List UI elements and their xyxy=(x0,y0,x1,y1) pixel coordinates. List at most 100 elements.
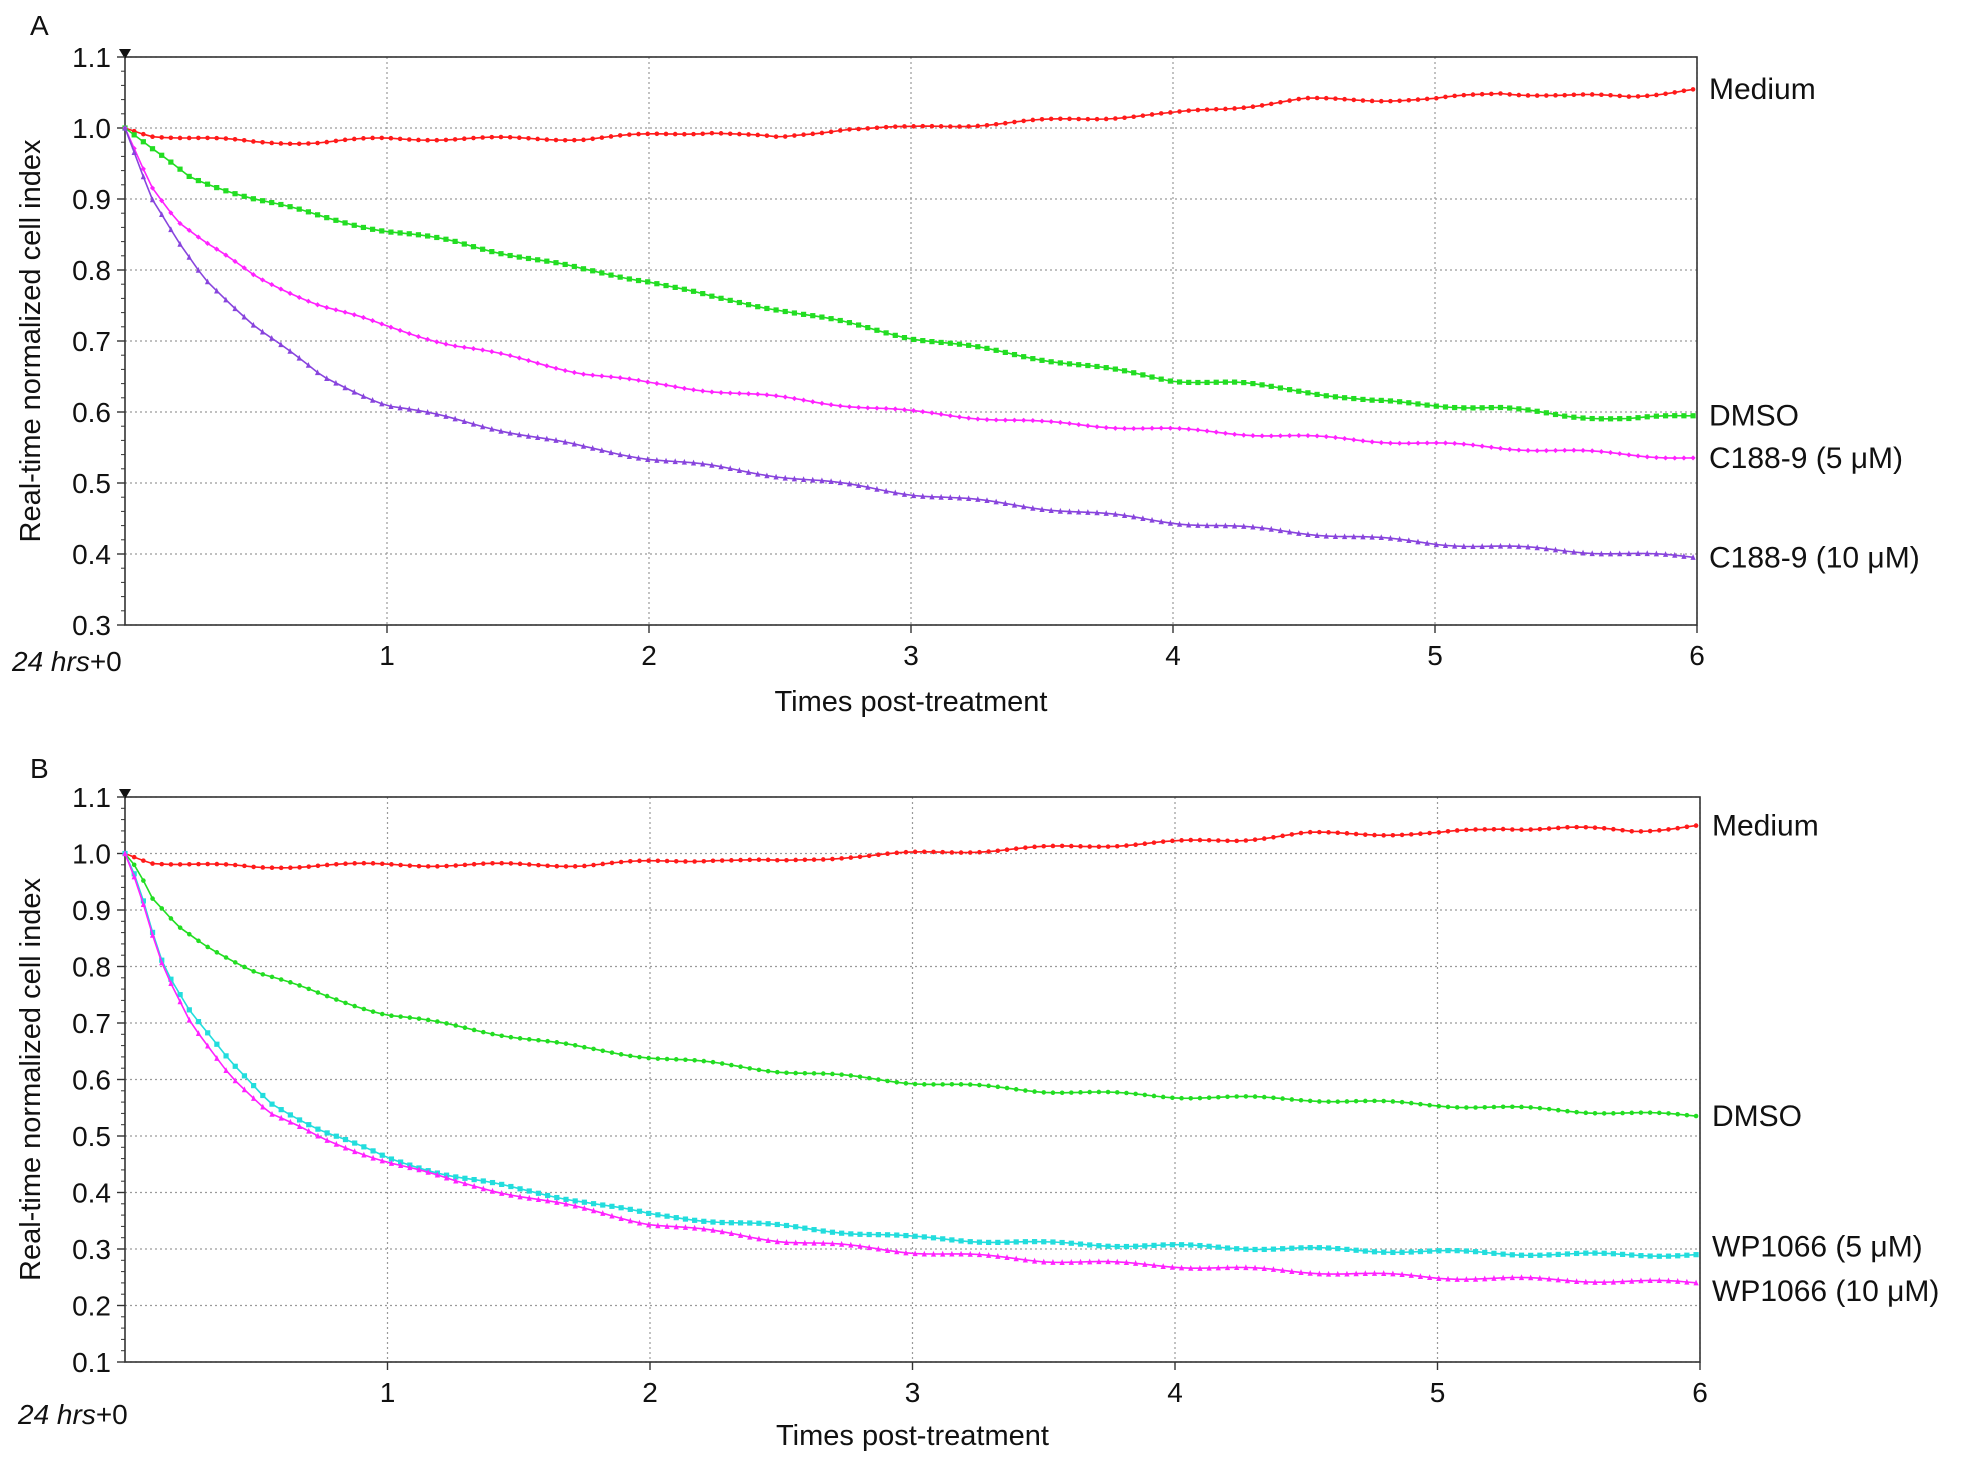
data-point xyxy=(223,1053,229,1059)
series-line xyxy=(124,127,1694,559)
series-label: DMSO xyxy=(1712,1100,1802,1133)
data-point xyxy=(168,976,174,982)
data-point xyxy=(1151,1242,1157,1248)
data-point xyxy=(1498,91,1503,96)
data-point xyxy=(802,1225,808,1231)
data-point xyxy=(830,856,835,862)
data-point xyxy=(370,135,375,141)
data-point xyxy=(1059,1239,1065,1246)
data-point xyxy=(600,1048,606,1054)
data-point xyxy=(1103,510,1109,516)
series-dmso xyxy=(122,851,1699,1119)
data-point xyxy=(443,1174,450,1181)
data-point xyxy=(636,1219,643,1226)
data-point xyxy=(1406,440,1412,446)
data-point xyxy=(1344,1270,1350,1277)
data-point xyxy=(1087,1242,1093,1248)
data-point xyxy=(1690,413,1696,419)
data-point xyxy=(663,457,669,464)
data-point xyxy=(1085,423,1091,429)
data-point xyxy=(1583,824,1589,830)
data-point xyxy=(1546,826,1552,831)
data-point xyxy=(1243,1246,1249,1252)
data-point xyxy=(1638,1277,1644,1284)
data-point xyxy=(379,321,385,327)
data-point xyxy=(1131,513,1137,520)
data-point xyxy=(296,1117,303,1123)
data-point xyxy=(728,1220,734,1226)
data-point xyxy=(544,137,550,142)
data-point xyxy=(1305,95,1311,101)
data-point xyxy=(1002,349,1008,356)
data-point xyxy=(314,212,321,218)
data-point xyxy=(1188,837,1194,843)
data-point xyxy=(251,864,256,870)
data-point xyxy=(186,135,192,141)
data-point xyxy=(333,217,339,223)
data-point xyxy=(1123,1243,1130,1250)
data-point xyxy=(1077,1241,1084,1247)
data-point xyxy=(1176,425,1183,432)
data-point xyxy=(305,361,311,368)
data-point xyxy=(1537,1275,1543,1281)
data-point xyxy=(1552,411,1559,418)
data-point xyxy=(351,136,357,142)
data-point xyxy=(444,1021,449,1026)
y-axis-label: Real-time normalized cell index xyxy=(15,878,47,1281)
data-point xyxy=(1635,453,1641,459)
data-point xyxy=(1213,379,1219,385)
data-point xyxy=(1518,1274,1525,1281)
data-point xyxy=(1387,398,1394,404)
data-point xyxy=(1553,93,1558,98)
data-point xyxy=(885,851,890,856)
data-point xyxy=(241,1086,248,1093)
data-point xyxy=(1463,1276,1469,1282)
data-point xyxy=(1552,546,1559,553)
data-point xyxy=(745,391,752,397)
data-point xyxy=(829,1240,836,1247)
data-point xyxy=(168,862,174,867)
data-point xyxy=(1482,1275,1488,1282)
data-point xyxy=(1151,1093,1157,1099)
data-point xyxy=(186,1007,192,1013)
data-point xyxy=(1066,508,1073,515)
data-point xyxy=(471,135,476,141)
data-point xyxy=(260,1103,266,1110)
data-point xyxy=(425,1017,431,1023)
data-point xyxy=(1142,1092,1148,1098)
x-tick-label: 6 xyxy=(1689,640,1705,671)
y-tick-label: 0.2 xyxy=(72,1291,111,1322)
data-point xyxy=(1195,379,1201,386)
data-point xyxy=(1261,836,1267,841)
data-point xyxy=(1307,829,1313,835)
data-point xyxy=(187,931,192,937)
data-point xyxy=(692,1217,698,1223)
data-point xyxy=(1351,437,1357,443)
data-point xyxy=(1342,395,1348,401)
data-point xyxy=(967,1082,973,1087)
data-point xyxy=(764,392,770,398)
data-point xyxy=(901,407,908,413)
data-point xyxy=(361,136,366,141)
data-point xyxy=(251,1083,257,1089)
data-point xyxy=(205,1030,211,1036)
data-point xyxy=(1607,550,1614,557)
series-label: Medium xyxy=(1709,73,1816,106)
data-point xyxy=(535,1190,542,1196)
data-point xyxy=(1362,1270,1368,1276)
data-point xyxy=(828,402,834,408)
data-point xyxy=(1057,507,1063,514)
data-point xyxy=(1510,827,1515,832)
data-point xyxy=(333,138,339,144)
data-point xyxy=(186,253,192,260)
data-point xyxy=(287,347,293,354)
data-point xyxy=(1617,93,1623,99)
data-point xyxy=(269,199,275,206)
data-point xyxy=(1160,839,1166,844)
data-point xyxy=(1023,1088,1028,1093)
data-point xyxy=(470,346,477,352)
data-point xyxy=(1611,826,1616,832)
data-point xyxy=(434,410,440,417)
data-point xyxy=(646,858,651,863)
data-point xyxy=(140,166,146,172)
